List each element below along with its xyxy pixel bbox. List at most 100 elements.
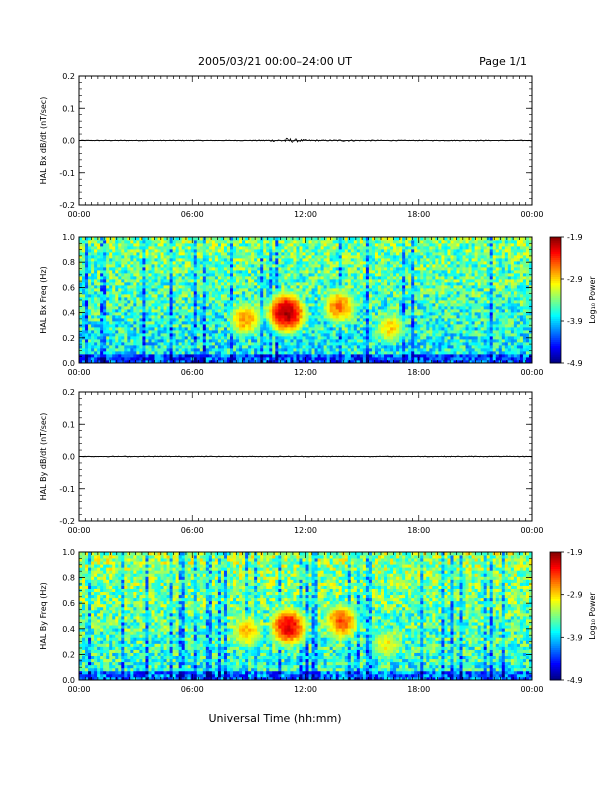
spectrogram-cell	[368, 315, 373, 319]
spectrogram-cell	[275, 336, 279, 340]
spectrogram-cell	[335, 294, 340, 298]
spectrogram-cell	[272, 324, 276, 328]
spectrogram-cell	[130, 282, 134, 286]
spectrogram-cell	[365, 246, 370, 250]
spectrogram-cell	[293, 252, 297, 256]
spectrogram-cell	[302, 309, 306, 313]
spectrogram-cell	[109, 330, 113, 334]
spectrogram-cell	[196, 345, 201, 349]
spectrogram-cell	[275, 324, 279, 328]
spectrogram-cell	[190, 285, 195, 289]
spectrogram-cell	[257, 258, 261, 262]
spectrogram-cell	[214, 246, 219, 250]
spectrogram-cell	[390, 243, 394, 247]
spectrogram-cell	[365, 336, 370, 340]
spectrogram-cell	[408, 282, 412, 286]
spectrogram-cell	[112, 336, 116, 340]
spectrogram-cell	[109, 315, 113, 319]
spectrogram-cell	[302, 276, 306, 280]
spectrogram-cell	[163, 255, 167, 259]
spectrogram-cell	[166, 258, 170, 262]
spectrogram-cell	[396, 291, 400, 295]
spectrogram-cell	[257, 267, 261, 271]
spectrogram-cell	[178, 312, 183, 316]
spectrogram-cell	[399, 348, 403, 352]
spectrogram-cell	[299, 285, 303, 289]
spectrogram-cell	[405, 285, 409, 289]
spectrogram-cell	[302, 315, 306, 319]
spectrogram-cell	[329, 303, 334, 307]
spectrogram-cell	[390, 276, 394, 280]
spectrogram-cell	[305, 297, 309, 301]
spectrogram-cell	[320, 357, 325, 361]
spectrogram-cell	[368, 258, 373, 262]
spectrogram-cell	[166, 279, 170, 283]
spectrogram-cell	[263, 291, 267, 295]
spectrogram-cell	[317, 270, 321, 274]
spectrogram-cell	[169, 309, 174, 313]
spectrogram-cell	[399, 303, 403, 307]
spectrogram-cell	[233, 309, 237, 313]
spectrogram-cell	[103, 252, 107, 256]
spectrogram-cell	[314, 336, 318, 340]
spectrogram-cell	[130, 339, 134, 343]
spectrogram-cell	[154, 345, 158, 349]
spectrogram-cell	[208, 306, 213, 310]
spectrogram-cell	[160, 357, 164, 361]
spectrogram-cell	[377, 270, 382, 274]
spectrogram-cell	[296, 333, 300, 337]
spectrogram-cell	[387, 249, 391, 253]
spectrogram-cell	[169, 303, 174, 307]
spectrogram-cell	[353, 264, 358, 268]
spectrogram-cell	[205, 351, 210, 355]
spectrogram-cell	[260, 312, 264, 316]
spectrogram-cell	[151, 264, 155, 268]
spectrogram-cell	[414, 282, 418, 286]
spectrogram-cell	[160, 264, 164, 268]
spectrogram-cell	[124, 285, 128, 289]
spectrogram-cell	[178, 240, 183, 244]
spectrogram-cell	[230, 327, 234, 331]
spectrogram-cell	[118, 327, 122, 331]
spectrogram-cell	[233, 300, 237, 304]
spectrogram-cell	[226, 312, 231, 316]
spectrogram-cell	[184, 282, 189, 286]
spectrogram-cell	[94, 303, 98, 307]
spectrogram-cell	[284, 342, 288, 346]
spectrogram-cell	[305, 276, 309, 280]
spectrogram-cell	[359, 249, 364, 253]
spectrogram-cell	[154, 282, 158, 286]
spectrogram-cell	[172, 300, 177, 304]
spectrogram-cell	[311, 318, 315, 322]
spectrogram-cell	[390, 315, 394, 319]
spectrogram-cell	[136, 330, 140, 334]
spectrogram-cell	[353, 246, 358, 250]
spectrogram-cell	[160, 309, 164, 313]
spectrogram-cell	[266, 291, 270, 295]
spectrogram-cell	[393, 309, 397, 313]
spectrogram-cell	[260, 267, 264, 271]
spectrogram-cell	[154, 306, 158, 310]
spectrogram-cell	[211, 336, 216, 340]
spectrogram-cell	[199, 312, 204, 316]
spectrogram-cell	[124, 276, 128, 280]
spectrogram-cell	[377, 273, 382, 277]
spectrogram-cell	[202, 267, 207, 271]
spectrogram-cell	[293, 243, 297, 247]
spectrogram-cell	[408, 345, 412, 349]
spectrogram-cell	[248, 279, 252, 283]
spectrogram-cell	[332, 324, 337, 328]
spectrogram-cell	[287, 312, 291, 316]
spectrogram-cell	[127, 264, 131, 268]
spectrogram-cell	[205, 315, 210, 319]
spectrogram-cell	[359, 351, 364, 355]
spectrogram-cell	[251, 309, 255, 313]
spectrogram-cell	[124, 282, 128, 286]
spectrogram-cell	[124, 288, 128, 292]
spectrogram-cell	[239, 273, 243, 277]
spectrogram-cell	[142, 246, 146, 250]
spectrogram-cell	[254, 312, 258, 316]
spectrogram-cell	[302, 300, 306, 304]
spectrogram-cell	[239, 240, 243, 244]
spectrogram-cell	[82, 312, 86, 316]
